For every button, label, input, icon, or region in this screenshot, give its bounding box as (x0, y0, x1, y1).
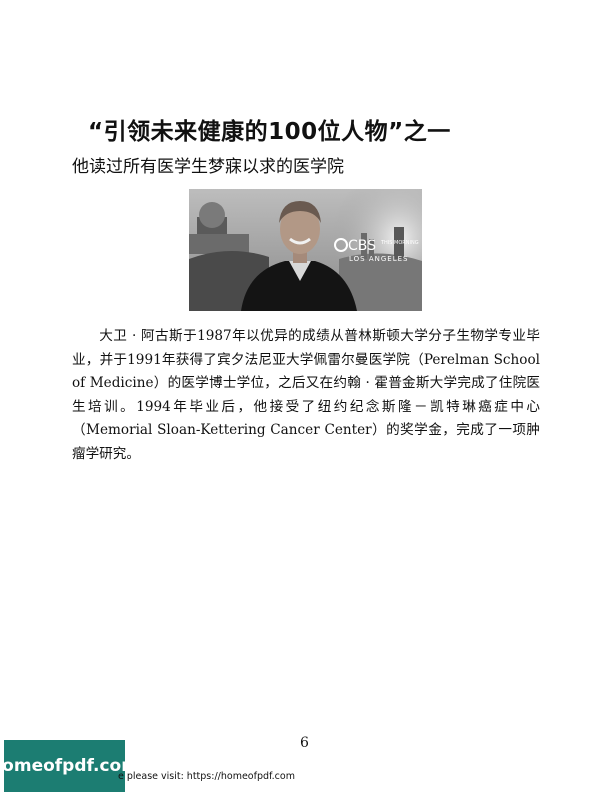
location-text: LOS ANGELES (349, 255, 408, 263)
body-paragraph: 大卫 · 阿古斯于1987年以优异的成绩从普林斯顿大学分子生物学专业毕业，并于1… (72, 328, 540, 462)
logo-text: CBS (348, 238, 376, 254)
site-badge[interactable]: homeofpdf.com (0, 740, 139, 792)
visit-link[interactable]: e please visit: https://homeofpdf.com (118, 771, 295, 782)
subtitle: 他读过所有医学生梦寐以求的医学院 (72, 157, 344, 177)
page-title: “引领未来健康的100位人物”之一 (88, 119, 451, 145)
logo-subtext: THIS MORNING (380, 240, 419, 246)
page-number: 6 (300, 735, 309, 751)
portrait-photo: CBS THIS MORNING LOS ANGELES (189, 189, 422, 311)
body-paragraph-container: 大卫 · 阿古斯于1987年以优异的成绩从普林斯顿大学分子生物学专业毕业，并于1… (72, 325, 540, 467)
